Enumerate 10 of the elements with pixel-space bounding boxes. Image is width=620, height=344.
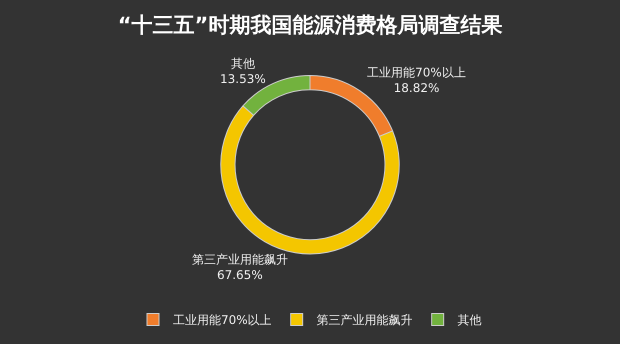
legend-label: 工业用能70%以上 [173,313,272,328]
data-label: 18.82% [394,81,440,96]
legend-label: 其他 [458,313,482,328]
slice-label: 第三产业用能飙升 [192,252,288,266]
slice-label: 工业用能70%以上 [367,66,466,80]
legend-label: 第三产业用能飙升 [316,313,413,328]
chart-title: “十三五”时期我国能源消费格局调查结果 [118,12,502,37]
slice-label: 其他 [230,56,255,70]
data-label: 13.53% [220,72,266,86]
data-label: 67.65% [216,268,263,282]
